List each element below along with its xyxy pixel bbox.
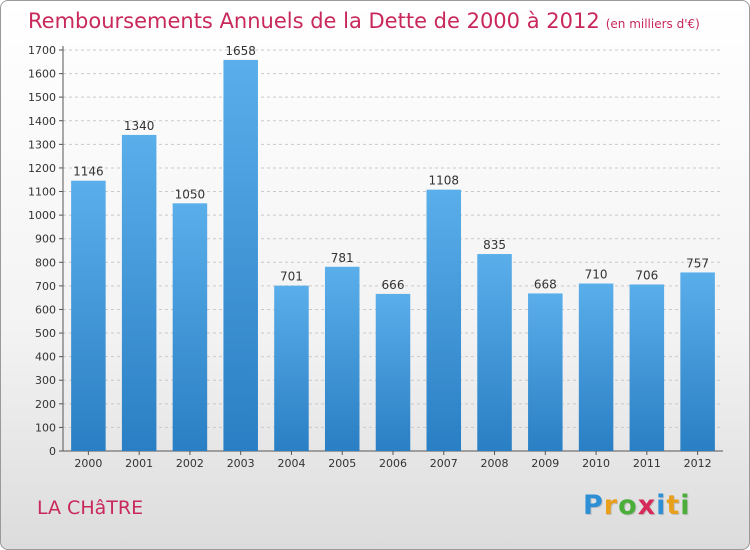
data-labels: 1146 1340 1050 1658 701 781 666 1108 835 668 710 70… bbox=[73, 44, 709, 292]
data-label-2001: 1340 bbox=[124, 119, 155, 133]
bar-2008 bbox=[477, 254, 512, 451]
bar-2007 bbox=[426, 189, 462, 452]
y-tick-label: 1600 bbox=[28, 68, 56, 81]
x-tick-label-2000: 2000 bbox=[74, 457, 102, 470]
x-tick-label-2009: 2009 bbox=[531, 457, 559, 470]
data-label-2000: 1146 bbox=[73, 165, 104, 179]
x-tick-label-2011: 2011 bbox=[633, 457, 661, 470]
x-tick-label-2004: 2004 bbox=[277, 457, 305, 470]
y-tick-label: 1400 bbox=[28, 115, 56, 128]
data-label-2005: 781 bbox=[331, 251, 354, 265]
logo-letter: r bbox=[603, 490, 619, 521]
logo-letter: o bbox=[618, 490, 638, 521]
data-label-2004: 701 bbox=[280, 270, 303, 284]
chart-subtitle: (en milliers d'€) bbox=[605, 17, 700, 31]
bar-2001 bbox=[121, 134, 157, 451]
logo-letter: i bbox=[680, 490, 691, 521]
y-tick-label: 1700 bbox=[28, 44, 56, 57]
bar-2000 bbox=[71, 180, 106, 451]
y-tick-label: 900 bbox=[35, 233, 56, 246]
bar-2004 bbox=[274, 285, 309, 451]
data-label-2002: 1050 bbox=[175, 187, 206, 201]
data-label-2006: 666 bbox=[382, 278, 405, 292]
y-tick-label: 200 bbox=[35, 398, 56, 411]
data-label-2009: 668 bbox=[534, 277, 557, 291]
bar-2010 bbox=[578, 283, 614, 451]
x-tick-label-2008: 2008 bbox=[481, 457, 509, 470]
y-tick-label: 300 bbox=[35, 374, 56, 387]
y-tick-label: 1300 bbox=[28, 138, 56, 151]
chart-title: Remboursements Annuels de la Dette de 20… bbox=[28, 9, 700, 33]
y-tick-label: 100 bbox=[35, 421, 56, 434]
bar-2009 bbox=[528, 293, 563, 451]
logo-letter: t bbox=[666, 490, 681, 521]
logo-letter: i bbox=[656, 490, 667, 521]
data-label-2012: 757 bbox=[686, 256, 709, 270]
axes: 0 100 200 300 400 500 600 700 800 900 1000 1100 1200… bbox=[28, 44, 723, 470]
chart-title-text: Remboursements Annuels de la Dette de 20… bbox=[28, 9, 600, 33]
y-tick-label: 800 bbox=[35, 256, 56, 269]
bar-2003 bbox=[223, 59, 258, 452]
bar-2005 bbox=[324, 266, 360, 451]
y-tick-label: 1100 bbox=[28, 186, 56, 199]
y-tick-label: 0 bbox=[49, 445, 56, 458]
x-tick-label-2012: 2012 bbox=[684, 457, 712, 470]
data-label-2003: 1658 bbox=[225, 44, 256, 58]
bar-2006 bbox=[375, 293, 411, 451]
bar-2012 bbox=[680, 272, 715, 451]
logo-letter: x bbox=[637, 490, 657, 521]
x-tick-label-2010: 2010 bbox=[582, 457, 610, 470]
x-tick-label-2003: 2003 bbox=[227, 457, 255, 470]
data-label-2008: 835 bbox=[483, 238, 506, 252]
bars bbox=[71, 59, 715, 452]
y-tick-label: 500 bbox=[35, 327, 56, 340]
data-label-2011: 706 bbox=[635, 268, 658, 282]
logo-letter: P bbox=[583, 490, 604, 521]
x-tick-label-2007: 2007 bbox=[430, 457, 458, 470]
y-tick-label: 700 bbox=[35, 280, 56, 293]
x-tick-label-2002: 2002 bbox=[176, 457, 204, 470]
bar-2002 bbox=[172, 203, 208, 451]
bar-2011 bbox=[629, 284, 665, 451]
x-tick-label-2006: 2006 bbox=[379, 457, 407, 470]
y-tick-label: 1500 bbox=[28, 91, 56, 104]
data-label-2010: 710 bbox=[585, 268, 608, 282]
x-tick-label-2005: 2005 bbox=[328, 457, 356, 470]
data-label-2007: 1108 bbox=[428, 174, 459, 188]
y-tick-label: 600 bbox=[35, 303, 56, 316]
location-name: LA CHâTRE bbox=[37, 497, 144, 519]
y-tick-label: 1000 bbox=[28, 209, 56, 222]
x-tick-label-2001: 2001 bbox=[125, 457, 153, 470]
proxiti-logo: Proxiti bbox=[583, 490, 691, 521]
y-tick-label: 1200 bbox=[28, 162, 56, 175]
y-tick-label: 400 bbox=[35, 351, 56, 364]
